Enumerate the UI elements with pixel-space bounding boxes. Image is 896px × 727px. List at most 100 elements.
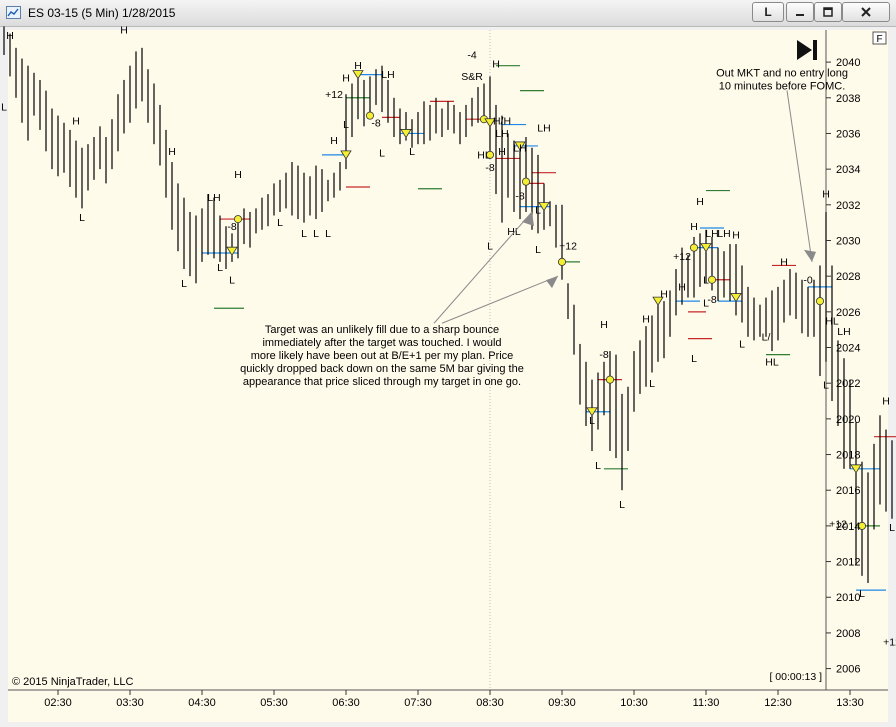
trade-result-label: +12 [559,240,577,252]
time-tick-label: 08:30 [476,697,504,709]
swing-label: LH [207,192,220,204]
time-tick-label: 09:30 [548,697,576,709]
swing-label: LH [495,128,508,140]
swing-label: L [229,274,235,286]
swing-label: H [690,221,698,233]
exit-triangle-marker [586,407,598,417]
price-tick-label: 2010 [836,592,860,604]
skip-to-end-icon[interactable] [797,40,817,60]
time-tick-label: 10:30 [620,697,648,709]
swing-label: L [409,146,415,158]
time-tick-label: 12:30 [764,697,792,709]
trade-result-label: S&R [461,71,483,83]
swing-label: L [649,378,655,390]
annotation-target-arrowhead [546,276,558,289]
exit-triangle-marker [700,243,712,253]
swing-label: -8 [515,190,524,202]
price-axis-area [826,30,888,690]
panel-f-button[interactable]: F [872,31,887,45]
price-tick-label: 2006 [836,664,860,676]
swing-label: HL [825,315,839,327]
exit-triangle-marker [652,296,664,306]
time-tick-label: 13:30 [836,697,864,709]
price-tick-label: 2020 [836,414,860,426]
annotation-target-text: appearance that price sliced through my … [243,376,521,388]
swing-label: H [6,30,14,42]
price-tick-label: 2036 [836,128,860,140]
close-icon [861,7,871,17]
entry-circle-marker [708,275,717,284]
swing-label: L [739,339,745,351]
swing-label: L [487,240,493,252]
panel-f-box [872,31,887,45]
trade-result-label: -0 [803,274,812,286]
entry-circle-marker [558,257,567,266]
swing-label: L [703,274,709,286]
annotation-target-text: quickly dropped back down on the same 5M… [240,363,524,375]
exit-triangle-marker [226,246,238,256]
swing-label: L [277,217,283,229]
trade-result-label: -4 [467,50,476,62]
swing-label: H [120,26,128,37]
maximize-button[interactable] [814,2,842,22]
swing-label: L [343,119,349,131]
link-button[interactable]: L [752,2,784,22]
close-button[interactable] [842,2,890,22]
swing-label: L [823,380,829,392]
price-tick-label: 2034 [836,164,860,176]
time-tick-label: 05:30 [260,697,288,709]
exit-triangle-marker [400,129,412,139]
maximize-icon [823,7,833,17]
exit-triangle-marker [484,118,496,128]
swing-label: H [660,289,668,301]
trade-result-label: +12 [673,251,691,263]
swing-label: H [600,319,608,331]
swing-label: L [79,212,85,224]
exit-triangle-marker [538,202,550,212]
swing-label: H [354,60,362,72]
price-tick-label: 2032 [836,200,860,212]
time-axis-area [8,690,888,722]
swing-label: H [168,146,176,158]
annotation-fomc-text: 10 minutes before FOMC. [719,80,846,92]
bar-timer-text: [ 00:00:13 ] [769,671,822,683]
trade-result-label: -8 [599,349,608,361]
exit-triangle-marker [340,150,352,160]
annotation-target-text: Target was an unlikely fill due to a sha… [265,324,499,336]
skip-to-end-triangle [797,40,812,60]
trade-result-label: -8 [371,117,380,129]
swing-label: H [498,146,506,158]
swing-label: LH [537,123,550,135]
swing-label: L [691,353,697,365]
skip-to-end-bar [813,40,817,60]
swing-label: LH [837,326,850,338]
trade-result-label: -8 [227,221,236,233]
price-tick-label: 2012 [836,557,860,569]
swing-label: H/H [493,116,511,128]
exit-triangle-marker [352,70,364,80]
minimize-button[interactable] [786,2,814,22]
price-tick-label: 2016 [836,485,860,497]
window-title: ES 03-15 (5 Min) 1/28/2015 [28,6,176,20]
chart-panel[interactable]: H L H H L H L LH L L H L L H L L H H LH L L L H H/H LH LH H LH HL -8-… [0,25,896,722]
price-tick-label: 2024 [836,343,860,355]
entry-circle-marker [365,111,374,120]
price-tick-label: 2038 [836,93,860,105]
swing-label: L [181,278,187,290]
time-tick-label: 11:30 [693,697,720,709]
swing-label: H [780,256,788,268]
swing-label: LH [513,142,526,154]
time-tick-label: 04:30 [188,697,216,709]
trade-result-label: +12 [883,636,896,648]
exit-triangle-marker [730,293,742,303]
chart-app-icon [6,6,21,19]
annotation-fomc-arrow [786,90,813,262]
entry-circle-marker [233,215,242,224]
price-tick-label: 2028 [836,271,860,283]
swing-label: L [889,522,895,534]
exit-triangle-marker [514,141,526,151]
exit-triangle-marker [850,464,862,474]
annotation-target-text: immediately after the target was touched… [262,337,501,349]
annotation-target-arrow [433,211,533,324]
